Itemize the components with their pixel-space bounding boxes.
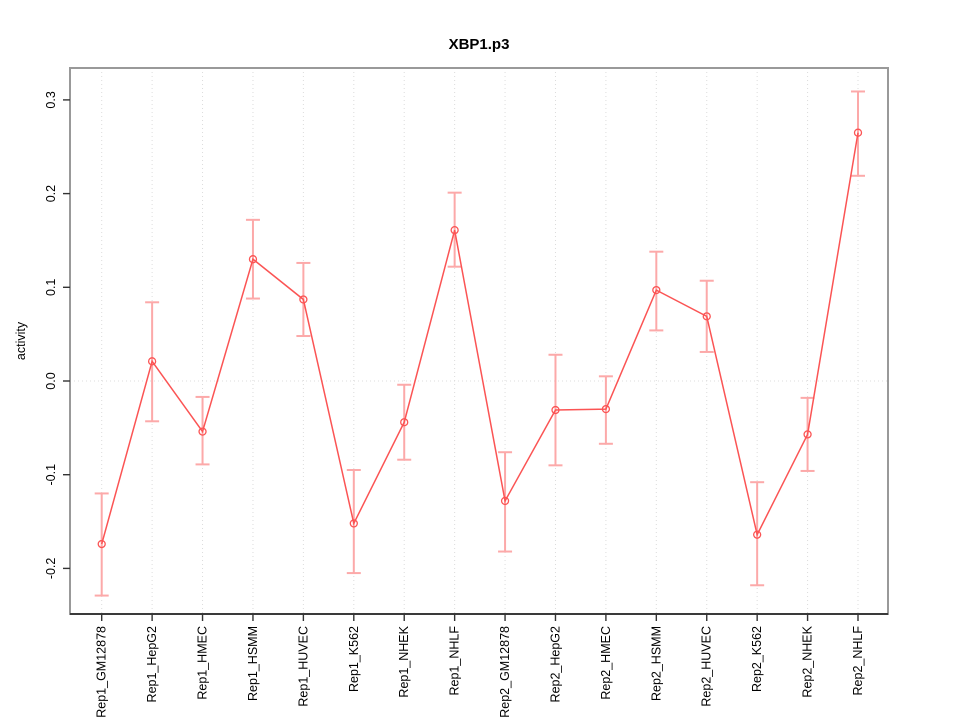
data-point-marker (349, 519, 358, 528)
y-tick-label: 0.0 (44, 372, 58, 389)
y-tick-label: 0.1 (44, 279, 58, 296)
x-tick-label: Rep1_NHEK (397, 625, 411, 697)
data-point-marker (803, 430, 812, 439)
x-tick-label: Rep2_NHEK (801, 625, 815, 697)
x-tick-label: Rep2_K562 (750, 626, 764, 692)
data-point-marker (248, 255, 258, 264)
x-tick-label: Rep1_HMEC (196, 626, 210, 700)
data-point-marker (299, 295, 308, 304)
data-point-marker (400, 418, 409, 427)
series-line (100, 132, 859, 545)
x-tick-label: Rep1_GM12878 (95, 626, 109, 718)
data-point-marker (753, 530, 762, 539)
y-tick-label: 0.3 (44, 91, 58, 108)
chart-title: XBP1.p3 (449, 36, 510, 53)
y-axis-label: activity (14, 321, 28, 360)
data-point-marker (702, 312, 711, 321)
data-point-marker (652, 285, 661, 295)
x-tick-label: Rep1_HSMM (246, 626, 260, 701)
data-point-marker (601, 404, 611, 414)
x-tick-label: Rep2_NHLF (851, 626, 865, 696)
x-tick-label: Rep1_HepG2 (145, 626, 159, 702)
data-point-marker (198, 427, 207, 436)
grid-layer (70, 68, 888, 614)
y-tick-label: 0.2 (44, 185, 58, 202)
x-tick-label: Rep1_NHLF (448, 626, 462, 696)
plot-box (69, 67, 889, 615)
series-layer (94, 90, 865, 597)
x-tick-label: Rep2_HepG2 (548, 626, 562, 702)
data-point-marker (147, 357, 157, 366)
y-tick-label: -0.1 (44, 464, 58, 486)
data-point-marker (97, 539, 106, 549)
x-tick-label: Rep1_HUVEC (296, 626, 310, 707)
x-tick-label: Rep2_HSMM (649, 626, 663, 701)
data-point-marker (450, 225, 459, 235)
y-tick-label: -0.2 (44, 558, 58, 580)
data-point-marker (500, 496, 510, 506)
x-tick-label: Rep2_GM12878 (498, 626, 512, 718)
axis-layer: -0.2 -0.1 0.0 0.1 0.2 0.3 Rep1_GM12878 Rep1_Hep… (44, 67, 889, 718)
data-point-marker (551, 405, 560, 415)
x-tick-label: Rep2_HMEC (599, 626, 613, 700)
data-point-marker (853, 128, 863, 137)
x-tick-label: Rep1_K562 (347, 626, 361, 692)
x-tick-label: Rep2_HUVEC (700, 626, 714, 707)
